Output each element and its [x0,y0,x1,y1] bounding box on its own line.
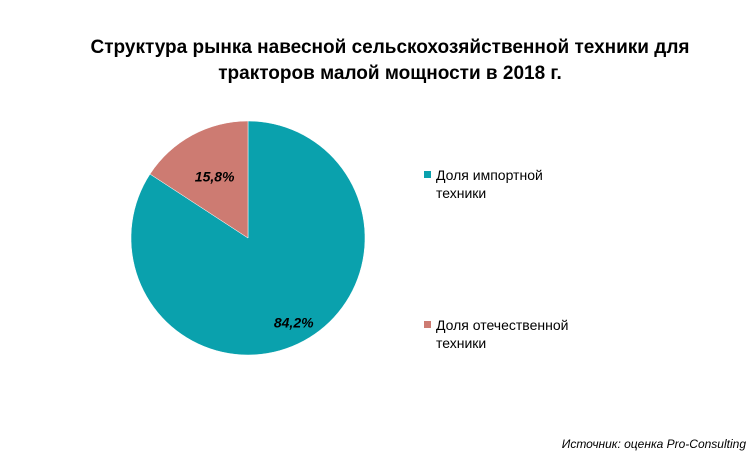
chart-title: Структура рынка навесной сельскохозяйств… [60,35,720,87]
source-note: Источник: оценка Pro-Consulting [561,437,746,451]
legend-label-import-line-2: техники [436,185,487,201]
data-label-domestic: 15,8% [195,168,235,184]
chart-title-line-2: тракторов малой мощности в 2018 г. [218,63,562,84]
chart-title-line-1: Структура рынка навесной сельскохозяйств… [90,37,690,58]
legend-label-domestic-line-2: техники [436,335,487,351]
legend-label-import: Доля импортной техники [436,166,616,202]
data-label-import: 84,2% [274,314,314,330]
legend-swatch-import [424,171,431,178]
legend-label-import-line-1: Доля импортной [436,167,543,183]
pie-slice-domestic [149,120,249,239]
legend-label-domestic-line-1: Доля отечественной [436,317,569,333]
legend-label-domestic: Доля отечественной техники [436,316,616,352]
legend-swatch-domestic [424,321,431,328]
